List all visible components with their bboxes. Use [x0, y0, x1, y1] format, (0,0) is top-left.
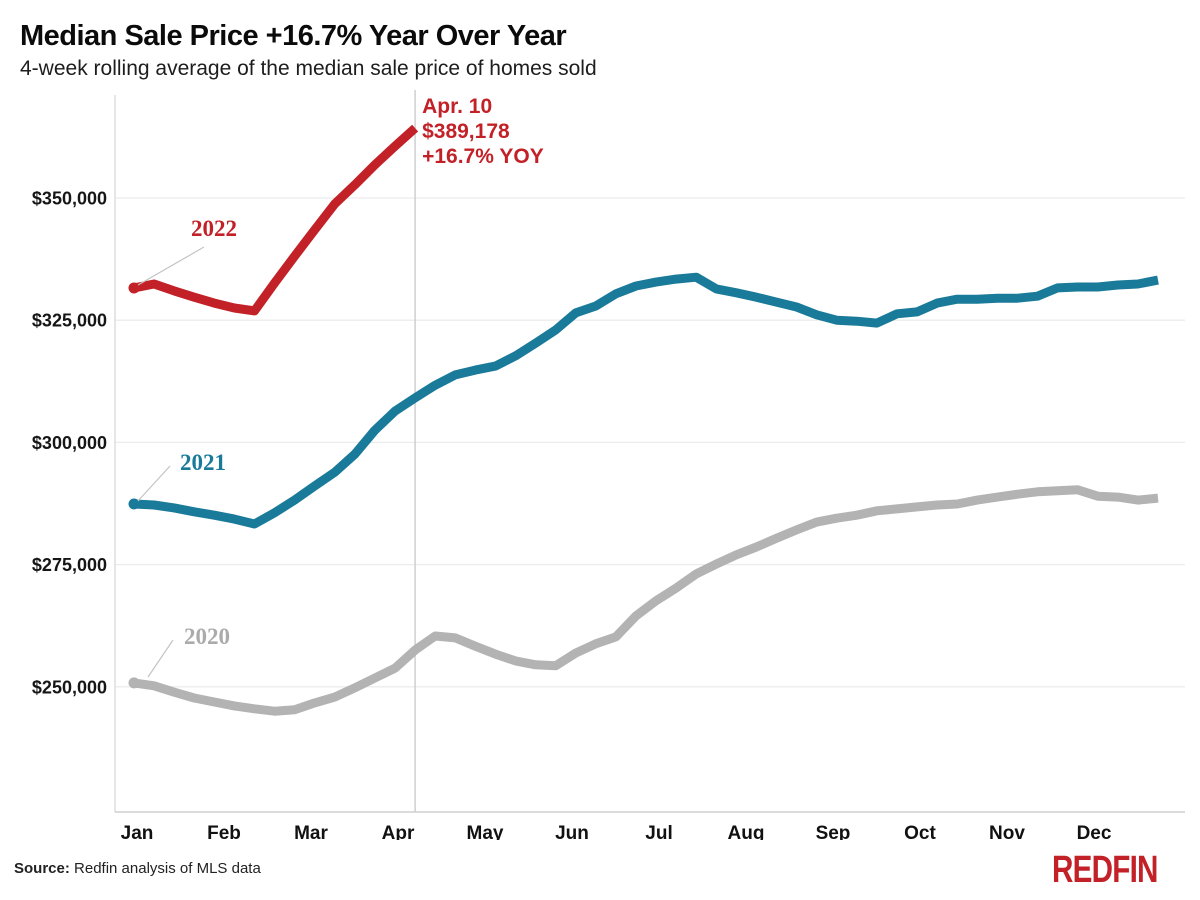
- x-axis-label: Mar: [294, 823, 328, 840]
- y-axis-label: $250,000: [32, 677, 107, 697]
- y-axis-label: $275,000: [32, 555, 107, 575]
- x-axis-label: Apr: [382, 823, 415, 840]
- page-title: Median Sale Price +16.7% Year Over Year: [20, 20, 567, 52]
- series-label-leader-2020: [147, 639, 174, 678]
- source-note: Source: Redfin analysis of MLS data: [14, 860, 261, 877]
- x-axis-label: Nov: [989, 823, 1025, 840]
- series-start-dot-2022: [128, 282, 140, 294]
- x-axis-label: Aug: [728, 823, 765, 840]
- x-axis-label: Dec: [1077, 823, 1112, 840]
- redfin-logo: REDFIN: [1052, 849, 1158, 891]
- series-label-2022: 2022: [191, 216, 237, 241]
- y-axis-label: $350,000: [32, 189, 107, 209]
- x-axis-label: Sep: [816, 823, 851, 840]
- chart-subtitle: 4-week rolling average of the median sal…: [20, 57, 597, 80]
- source-label: Source:: [14, 860, 70, 877]
- y-axis-label: $300,000: [32, 433, 107, 453]
- series-label-leader-2022: [137, 246, 205, 286]
- x-axis-label: Jun: [555, 823, 589, 840]
- series-start-dot-2021: [128, 498, 140, 510]
- annotation-line: Apr. 10: [422, 95, 492, 118]
- x-axis-label: Jan: [121, 823, 154, 840]
- x-axis-label: Jul: [645, 823, 672, 840]
- series-label-2020: 2020: [184, 624, 230, 649]
- line-chart: $350,000 $325,000 $300,000 $275,000 $250,000…: [32, 90, 1185, 840]
- series-line-2022: [133, 124, 419, 316]
- annotation-line: $389,178: [422, 120, 510, 143]
- series-label-leader-2021: [137, 465, 171, 502]
- source-text: Redfin analysis of MLS data: [69, 860, 261, 877]
- x-axis-label: May: [467, 823, 504, 840]
- series-line-2021: [133, 272, 1159, 529]
- x-axis-label: Oct: [904, 823, 936, 840]
- series-start-dot-2020: [128, 677, 140, 689]
- annotation-line: +16.7% YOY: [422, 145, 544, 168]
- y-axis-label: $325,000: [32, 311, 107, 331]
- series-line-2020: [133, 485, 1159, 716]
- x-axis-label: Feb: [207, 823, 241, 840]
- series-label-2021: 2021: [180, 450, 226, 475]
